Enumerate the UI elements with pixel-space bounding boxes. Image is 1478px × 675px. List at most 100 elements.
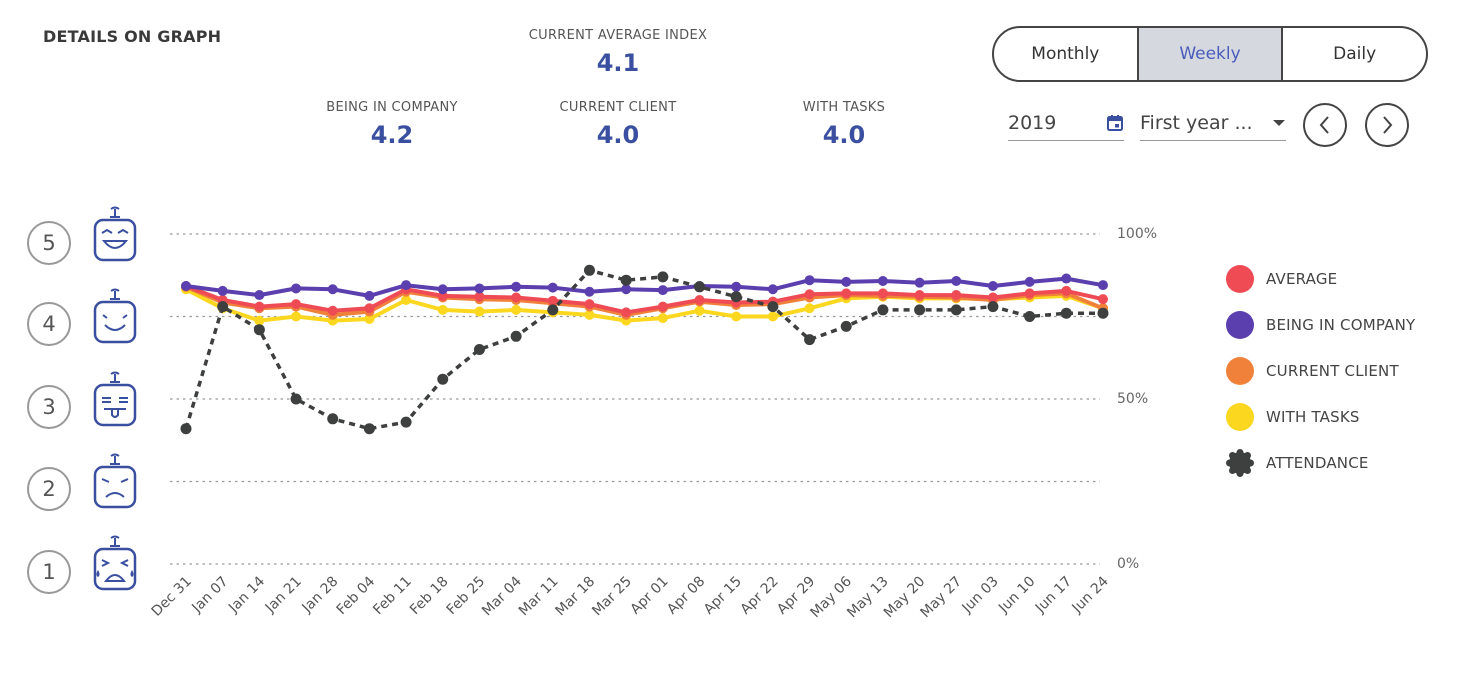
legend-swatch-with-tasks xyxy=(1226,403,1254,431)
x-axis-tick-label: May 27 xyxy=(918,574,966,622)
range-select[interactable]: First year ... xyxy=(1140,106,1286,141)
x-axis-tick-label: Jun 17 xyxy=(1032,574,1075,617)
stat-value: 4.0 xyxy=(596,121,640,149)
series-line-current-client xyxy=(185,284,1104,317)
data-point-attendance xyxy=(547,304,559,316)
data-point-attendance xyxy=(877,304,889,316)
data-point-with-tasks xyxy=(657,313,668,324)
period-daily-button[interactable]: Daily xyxy=(1281,28,1426,80)
data-point-being-in-company xyxy=(401,280,412,291)
period-monthly-button[interactable]: Monthly xyxy=(1031,44,1100,64)
data-point-being-in-company xyxy=(584,286,595,297)
data-point-average xyxy=(657,301,668,312)
data-point-being-in-company xyxy=(1024,276,1035,287)
data-point-average xyxy=(547,295,558,306)
data-point-being-in-company xyxy=(767,284,778,295)
data-point-being-in-company xyxy=(217,285,228,296)
data-point-with-tasks xyxy=(767,311,778,322)
data-point-average xyxy=(804,289,815,300)
stat-value: 4.0 xyxy=(822,121,866,149)
range-select-value: First year ... xyxy=(1140,112,1253,134)
data-point-with-tasks xyxy=(584,309,595,320)
legend-label: CURRENT CLIENT xyxy=(1266,362,1399,380)
data-point-attendance xyxy=(290,393,302,405)
data-point-attendance xyxy=(804,334,816,346)
data-point-attendance xyxy=(473,344,485,355)
data-point-being-in-company xyxy=(254,290,265,301)
data-point-being-in-company xyxy=(1061,273,1072,284)
series-line-attendance xyxy=(184,268,1103,431)
data-point-average xyxy=(1024,288,1035,299)
data-point-being-in-company xyxy=(181,280,191,291)
x-axis-tick-label: Apr 08 xyxy=(664,574,708,618)
data-point-average xyxy=(584,299,595,310)
x-axis-tick-label: Jan 14 xyxy=(225,573,268,616)
sad-face-icon xyxy=(93,453,137,509)
data-point-being-in-company xyxy=(731,281,742,292)
data-point-attendance xyxy=(583,264,595,276)
legend-swatch-current-client xyxy=(1226,357,1254,385)
data-point-average xyxy=(327,305,338,316)
data-point-being-in-company xyxy=(951,276,962,287)
data-point-being-in-company xyxy=(877,276,888,287)
scale-level-5: 5 xyxy=(27,221,71,265)
stat-label: CURRENT AVERAGE INDEX xyxy=(528,28,708,43)
legend-item-with-tasks: WITH TASKS xyxy=(1226,394,1415,440)
legend-label: AVERAGE xyxy=(1266,270,1338,288)
data-point-average xyxy=(474,291,485,302)
data-point-with-tasks xyxy=(401,295,412,305)
x-axis-tick-label: Mar 11 xyxy=(516,574,562,620)
data-point-attendance xyxy=(840,320,852,332)
legend-swatch-average xyxy=(1226,265,1254,293)
data-point-attendance xyxy=(1097,307,1109,319)
data-point-attendance xyxy=(253,324,265,336)
x-axis-tick-label: Mar 25 xyxy=(589,574,635,620)
scale-level-2: 2 xyxy=(27,467,71,511)
legend-label: ATTENDANCE xyxy=(1266,454,1369,472)
data-point-average xyxy=(254,301,265,312)
scale-level-3: 3 xyxy=(27,385,71,429)
x-axis-tick-label: Jan 07 xyxy=(188,574,231,617)
data-point-being-in-company xyxy=(474,283,485,294)
series-line-being-in-company xyxy=(185,276,1104,298)
data-point-attendance xyxy=(180,423,192,435)
data-point-with-tasks xyxy=(291,311,302,322)
data-point-being-in-company xyxy=(621,284,632,295)
x-axis-tick-label: Feb 11 xyxy=(370,574,415,619)
stat-being-in-company: BEING IN COMPANY 4.2 xyxy=(282,100,502,149)
x-axis-tick-label: Jun 24 xyxy=(1069,573,1112,616)
data-point-with-tasks xyxy=(511,304,522,315)
next-button[interactable] xyxy=(1365,103,1409,147)
prev-button[interactable] xyxy=(1303,103,1347,147)
data-point-average xyxy=(291,299,302,310)
period-toggle: Monthly Weekly Daily xyxy=(992,26,1428,82)
stat-value: 4.1 xyxy=(596,49,640,77)
stat-label: BEING IN COMPANY xyxy=(326,100,458,115)
period-weekly-button[interactable]: Weekly xyxy=(1136,28,1282,80)
data-point-being-in-company xyxy=(914,277,925,288)
data-point-with-tasks xyxy=(474,306,485,317)
data-point-with-tasks xyxy=(437,304,448,315)
caret-down-icon xyxy=(1273,120,1285,126)
data-point-with-tasks xyxy=(731,311,742,322)
data-point-attendance xyxy=(767,301,779,313)
year-value: 2019 xyxy=(1008,112,1057,134)
stat-value: 4.2 xyxy=(370,121,414,149)
data-point-average xyxy=(621,307,632,318)
data-point-being-in-company xyxy=(804,275,815,286)
right-axis-tick-label: 100% xyxy=(1117,226,1157,242)
year-field[interactable]: 2019 xyxy=(1008,106,1124,141)
data-point-attendance xyxy=(694,281,706,293)
legend-item-being-in-company: BEING IN COMPANY xyxy=(1226,302,1415,348)
data-point-attendance xyxy=(950,304,962,316)
calendar-icon[interactable] xyxy=(1106,114,1124,132)
data-point-attendance xyxy=(987,301,999,313)
x-axis-tick-label: Apr 15 xyxy=(701,574,745,618)
stat-label: CURRENT CLIENT xyxy=(559,100,677,115)
legend-swatch-attendance xyxy=(1226,449,1254,477)
data-point-average xyxy=(877,288,888,299)
data-point-attendance xyxy=(914,304,926,316)
data-point-being-in-company xyxy=(437,284,448,295)
chevron-left-icon xyxy=(1319,116,1329,134)
data-point-being-in-company xyxy=(1098,280,1108,291)
